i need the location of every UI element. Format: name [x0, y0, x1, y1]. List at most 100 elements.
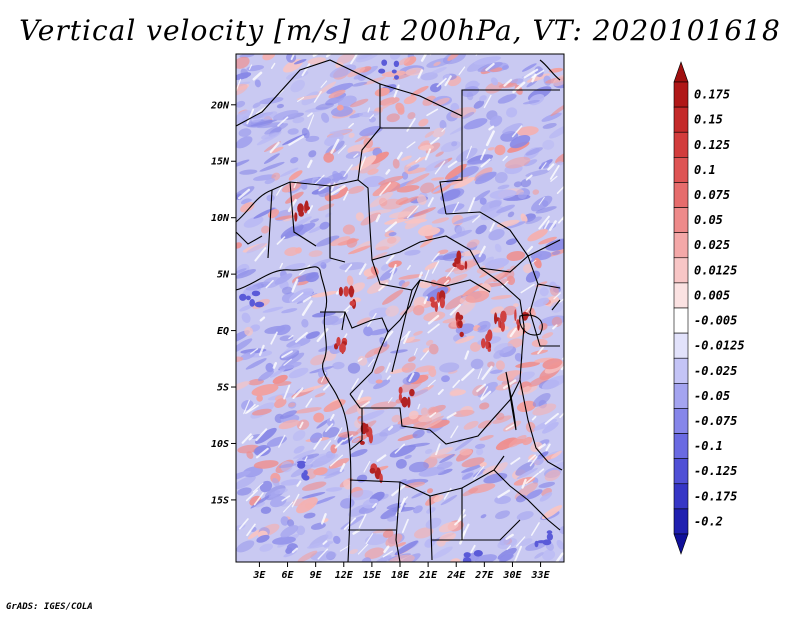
field-patch	[408, 410, 419, 420]
field-patch	[348, 132, 355, 138]
field-patch	[556, 161, 564, 166]
field-filament	[334, 439, 345, 449]
field-patch	[521, 63, 537, 72]
field-patch	[401, 362, 416, 373]
field-filament	[396, 151, 403, 160]
field-patch	[505, 238, 518, 245]
field-patch	[246, 451, 254, 459]
field-patch	[404, 249, 421, 256]
field-filament	[431, 260, 440, 274]
field-patch	[299, 384, 324, 393]
field-patch	[507, 211, 515, 218]
field-patch	[274, 273, 293, 285]
field-patch	[433, 494, 444, 503]
field-filament	[385, 362, 391, 373]
field-filament	[281, 495, 291, 502]
field-patch	[542, 421, 559, 434]
field-filament	[329, 185, 346, 196]
field-patch	[532, 392, 551, 407]
field-patch	[268, 490, 281, 498]
field-patch	[487, 147, 495, 151]
field-patch	[239, 304, 253, 312]
field-patch	[475, 172, 496, 182]
field-patch	[245, 358, 267, 370]
field-patch	[255, 502, 266, 508]
field-hotspot	[348, 285, 354, 298]
field-patch	[236, 475, 256, 490]
field-filament	[313, 174, 325, 186]
field-patch	[251, 384, 279, 396]
field-filament	[270, 62, 276, 69]
colorbar-label: 0.025	[694, 238, 730, 252]
field-patch	[479, 402, 490, 410]
field-patch	[539, 492, 553, 502]
field-patch	[510, 265, 517, 270]
colorbar-label: -0.175	[694, 489, 737, 503]
field-patch	[350, 448, 368, 458]
field-patch	[418, 118, 429, 127]
field-patch	[289, 157, 299, 164]
field-patch	[400, 155, 412, 161]
field-patch	[531, 338, 548, 348]
field-patch	[404, 336, 416, 343]
border-line	[529, 283, 560, 347]
field-patch	[285, 191, 304, 204]
field-patch	[243, 216, 264, 228]
field-filament	[357, 357, 363, 362]
colorbar-swatch	[673, 433, 689, 459]
field-patch	[538, 481, 556, 488]
field-patch	[279, 335, 294, 342]
field-patch	[545, 238, 564, 251]
field-filament	[429, 54, 432, 56]
field-filament	[295, 331, 308, 343]
field-filament	[307, 112, 313, 117]
field-patch	[497, 184, 510, 190]
field-patch	[314, 392, 326, 398]
field-filament	[435, 443, 441, 456]
field-filament	[544, 220, 550, 230]
field-hotspot	[500, 310, 507, 323]
lon-tick-label: 6E	[282, 570, 295, 581]
field-patch	[411, 491, 426, 499]
field-patch	[405, 173, 430, 186]
field-patch	[408, 461, 429, 473]
field-patch	[340, 498, 355, 509]
field-filament	[443, 487, 452, 500]
field-filament	[538, 443, 546, 450]
lat-tick-label: 20N	[210, 100, 230, 111]
field-patch	[522, 263, 533, 274]
field-patch	[428, 343, 439, 355]
field-patch	[357, 54, 373, 60]
field-patch	[255, 427, 277, 444]
field-filament	[272, 362, 278, 369]
field-filament	[382, 550, 393, 558]
field-filament	[253, 492, 264, 506]
field-filament	[529, 456, 538, 467]
field-filament	[312, 54, 319, 57]
field-patch	[496, 204, 515, 214]
field-patch	[525, 489, 543, 500]
field-filament	[467, 197, 476, 214]
field-filament	[307, 205, 314, 214]
field-patch	[487, 361, 495, 368]
field-filament	[307, 114, 315, 130]
field-patch	[437, 468, 453, 476]
colorbar-swatch	[673, 131, 689, 158]
field-patch	[404, 218, 428, 224]
field-patch	[339, 262, 367, 271]
field-patch	[483, 472, 508, 484]
field-filament	[418, 271, 423, 279]
field-patch	[465, 290, 490, 303]
border-line	[387, 279, 421, 333]
field-patch	[369, 328, 390, 336]
field-filament	[305, 398, 313, 408]
field-filament	[541, 162, 547, 170]
field-patch	[281, 181, 302, 193]
border-line	[236, 59, 381, 127]
field-filament	[351, 378, 359, 390]
field-patch	[381, 264, 389, 271]
field-patch	[263, 153, 280, 164]
field-filament	[526, 245, 534, 253]
field-coldspot	[534, 540, 539, 548]
field-patch	[236, 83, 248, 97]
